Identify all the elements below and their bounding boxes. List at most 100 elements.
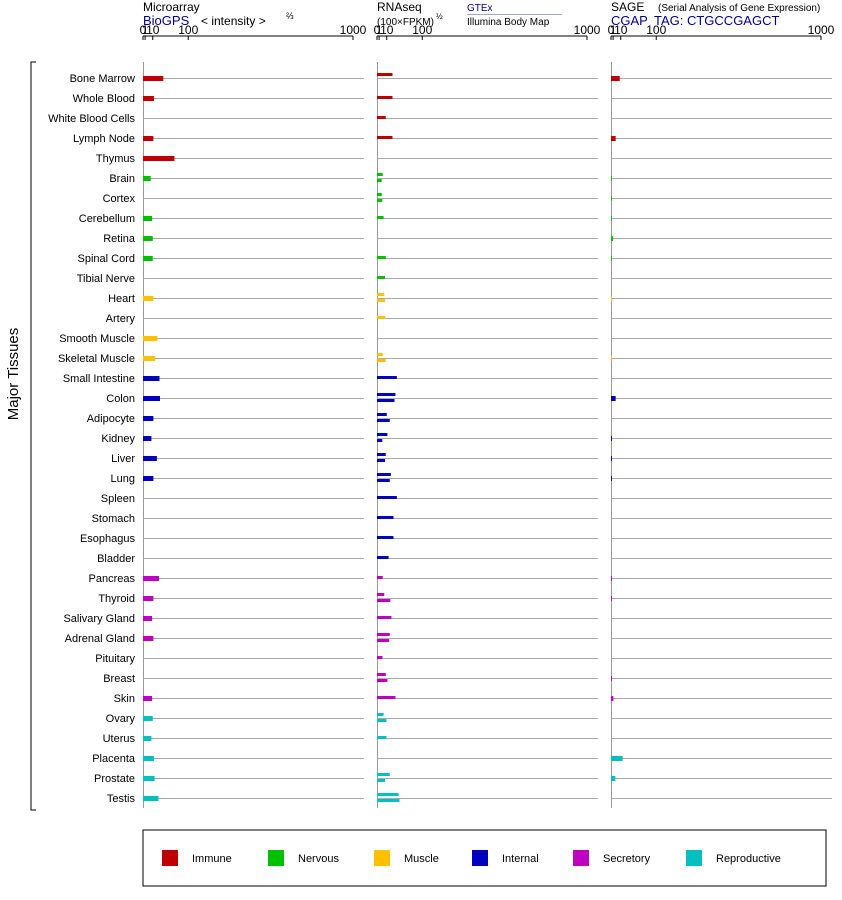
bar <box>611 456 612 461</box>
row-label: Heart <box>108 293 135 305</box>
bar <box>143 136 154 141</box>
bar <box>611 476 612 481</box>
row-label: Brain <box>109 173 135 185</box>
panel-header-microarray: Microarray BioGPS < intensity > ⅔ <box>143 0 294 28</box>
bar <box>143 796 159 801</box>
row-label: Liver <box>111 453 135 465</box>
row-label: Lymph Node <box>73 133 135 145</box>
row-label: Cerebellum <box>79 213 135 225</box>
bar <box>377 256 386 259</box>
row-label: Lung <box>111 473 135 485</box>
bar <box>377 736 387 739</box>
bar <box>143 476 154 481</box>
bar <box>611 76 620 81</box>
bar <box>377 193 382 196</box>
bar <box>377 136 393 139</box>
row-label: Salivary Gland <box>63 613 135 625</box>
bar <box>143 456 157 461</box>
side-label-group: Major Tissues <box>5 61 36 811</box>
legend: Immune Nervous Muscle Internal Secretory Repr… <box>142 829 827 887</box>
bar <box>143 336 158 341</box>
bar <box>143 396 160 401</box>
side-label: Major Tissues <box>5 328 22 421</box>
bar <box>377 199 383 202</box>
bar <box>143 216 153 221</box>
bar <box>143 736 152 741</box>
row-label: Esophagus <box>80 533 136 545</box>
row-label: Small Intestine <box>63 373 135 385</box>
bar <box>377 479 390 482</box>
legend-swatch <box>162 850 178 866</box>
bar <box>611 436 612 441</box>
row-label: Prostate <box>94 773 135 785</box>
row-label: Bladder <box>97 553 135 565</box>
bar <box>611 236 614 241</box>
row-label: Uterus <box>103 733 136 745</box>
bar <box>611 776 616 781</box>
row-label: White Blood Cells <box>48 113 135 125</box>
bar <box>611 676 612 681</box>
bar <box>611 396 616 401</box>
x-tick-label: 0 <box>140 23 147 37</box>
row-label: Smooth Muscle <box>59 333 135 345</box>
bar <box>377 419 390 422</box>
x-tick-label: 0 <box>608 23 615 37</box>
panel-sub-microarray: < intensity > <box>201 14 266 28</box>
bar <box>377 299 386 302</box>
bar <box>143 356 156 361</box>
bar <box>611 596 612 601</box>
row-label: Spleen <box>101 493 135 505</box>
bar <box>377 96 393 99</box>
bar <box>143 756 155 761</box>
panel-link-biogps[interactable]: BioGPS <box>143 13 190 28</box>
bar <box>143 696 153 701</box>
x-tick-label: 1 <box>610 23 617 37</box>
bar <box>377 173 383 176</box>
row-label: Retina <box>103 233 136 245</box>
row-label: Tibial Nerve <box>77 273 135 285</box>
legend-swatch <box>374 850 390 866</box>
bar <box>143 576 159 581</box>
bar <box>377 216 384 219</box>
bar <box>377 116 386 119</box>
x-tick-label: 10 <box>614 23 628 37</box>
bar <box>377 413 387 416</box>
row-label: Spinal Cord <box>78 253 135 265</box>
bar <box>377 179 382 182</box>
bar <box>377 536 394 539</box>
row-label: Kidney <box>101 433 135 445</box>
bar <box>377 376 397 379</box>
bar <box>143 776 155 781</box>
bar <box>611 356 612 361</box>
x-tick-label: 100 <box>178 23 198 37</box>
panel-link-cgap[interactable]: CGAP <box>611 13 648 28</box>
row-label: Testis <box>107 793 136 805</box>
bar <box>143 236 153 241</box>
bar <box>377 713 384 716</box>
bar <box>143 436 152 441</box>
x-tick-label: 1000 <box>808 23 835 37</box>
panel-note-sage: (Serial Analysis of Gene Expression) <box>658 3 820 14</box>
legend-label: Immune <box>192 853 232 865</box>
bar <box>377 473 391 476</box>
bar <box>377 679 388 682</box>
bar <box>611 756 623 761</box>
legend-label: Secretory <box>603 853 651 865</box>
bar <box>377 633 390 636</box>
bar <box>377 576 383 579</box>
bar <box>377 656 383 659</box>
bar <box>377 316 386 319</box>
bar <box>143 416 154 421</box>
legend-swatch <box>472 850 488 866</box>
panel-source-illumina: Illumina Body Map <box>467 17 550 28</box>
panel-sub-sage: TAG: CTGCCGAGCT <box>654 13 779 28</box>
bar <box>377 779 386 782</box>
bar <box>143 96 155 101</box>
bar <box>143 256 153 261</box>
legend-items: Immune Nervous Muscle Internal Secretory Repr… <box>162 850 781 866</box>
panel-link-gtex[interactable]: GTEx <box>467 3 493 14</box>
legend-swatch <box>268 850 284 866</box>
bar <box>377 773 390 776</box>
